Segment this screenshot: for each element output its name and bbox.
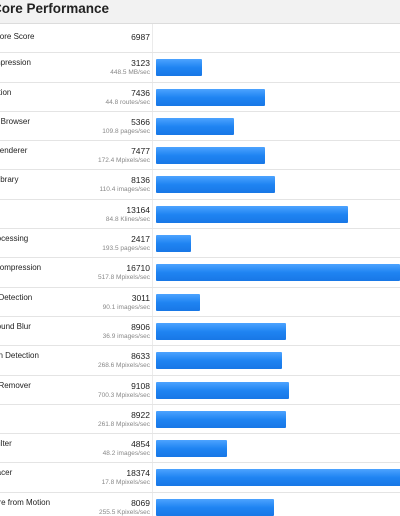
workload-name: mpression xyxy=(0,58,31,68)
workload-score: 4854 xyxy=(131,439,150,450)
workload-rate: 44.8 routes/sec xyxy=(105,98,150,106)
workload-score: 18374 xyxy=(126,468,150,479)
core-score-label: Core Score xyxy=(0,32,35,41)
workload-name: round Blur xyxy=(0,321,31,331)
workload-score: 3123 xyxy=(131,58,150,69)
workload-rate: 84.8 Klines/sec xyxy=(105,215,150,223)
workload-rate: 17.8 Mpixels/sec xyxy=(101,479,150,487)
workload-score-bar xyxy=(156,352,282,370)
workload-rate: 700.3 Mpixels/sec xyxy=(97,391,150,399)
workload-score-bar xyxy=(156,59,202,77)
workload-name: 5 Browser xyxy=(0,116,31,126)
section-header: Core Performance xyxy=(0,0,400,24)
workload-score: 7436 xyxy=(131,87,150,98)
workload-score-bar xyxy=(156,264,400,282)
workload-score: 8922 xyxy=(131,409,150,420)
workload-name: t Remover xyxy=(0,380,31,390)
workload-score: 13164 xyxy=(126,204,150,215)
workload-name: rocessing xyxy=(0,234,29,244)
workload-score-bar xyxy=(156,293,200,311)
core-score-row: Core Score 6987 xyxy=(0,24,400,54)
workload-rate: 193.5 pages/sec xyxy=(102,245,150,253)
workload-score-bar xyxy=(156,235,191,253)
workload-score: 7477 xyxy=(131,146,150,157)
workload-row: 13164 84.8 Klines/sec xyxy=(0,200,400,230)
workload-score-bar xyxy=(156,205,348,223)
workload-score: 5366 xyxy=(131,116,150,127)
core-score-value: 6987 xyxy=(131,32,150,42)
workload-score: 9108 xyxy=(131,380,150,391)
workload-score-bar xyxy=(156,117,234,135)
workload-score-bar xyxy=(156,147,265,165)
workload-rate: 268.6 Mpixels/sec xyxy=(97,362,150,370)
workload-score-bar xyxy=(156,322,286,340)
workload-score-bar xyxy=(156,440,227,458)
workload-score-bar xyxy=(156,176,275,194)
workload-name: Compression xyxy=(0,263,42,273)
workload-name: Filter xyxy=(0,439,12,449)
workload-rate: 448.5 MB/sec xyxy=(110,69,150,77)
workload-score-bar xyxy=(156,88,265,106)
workload-rate: 48.2 images/sec xyxy=(102,450,150,458)
workload-name: on Detection xyxy=(0,351,39,361)
workload-score-bar xyxy=(156,498,274,516)
section-title: Core Performance xyxy=(0,1,110,16)
workload-score: 16710 xyxy=(126,263,150,274)
workload-name: t Detection xyxy=(0,292,33,302)
workload-score: 8136 xyxy=(131,175,150,186)
workload-name: ure from Motion xyxy=(0,497,51,507)
workload-rate: 110.4 images/sec xyxy=(99,186,150,194)
column-divider xyxy=(152,24,153,516)
workload-name: ation xyxy=(0,87,12,97)
workload-rate: 517.8 Mpixels/sec xyxy=(97,274,150,282)
workload-score: 8069 xyxy=(131,497,150,508)
workload-row: 8922 261.8 Mpixels/sec xyxy=(0,405,400,435)
workload-score: 8633 xyxy=(131,351,150,362)
workload-rate: 90.1 images/sec xyxy=(102,303,150,311)
workload-rate: 172.4 Mpixels/sec xyxy=(97,157,150,165)
workload-rate: 36.9 images/sec xyxy=(102,332,150,340)
workload-score: 3011 xyxy=(131,292,150,303)
workload-rate: 255.5 Kpixels/sec xyxy=(99,508,150,516)
workload-name: Renderer xyxy=(0,146,28,156)
workload-score-bar xyxy=(156,381,289,399)
workload-name: Library xyxy=(0,175,19,185)
workload-rate: 109.8 pages/sec xyxy=(102,127,150,135)
workload-score-bar xyxy=(156,469,400,487)
workload-rate: 261.8 Mpixels/sec xyxy=(97,420,150,428)
workload-name: racer xyxy=(0,468,13,478)
workload-score: 8906 xyxy=(131,321,150,332)
workload-score: 2417 xyxy=(131,234,150,245)
workload-score-bar xyxy=(156,410,286,428)
